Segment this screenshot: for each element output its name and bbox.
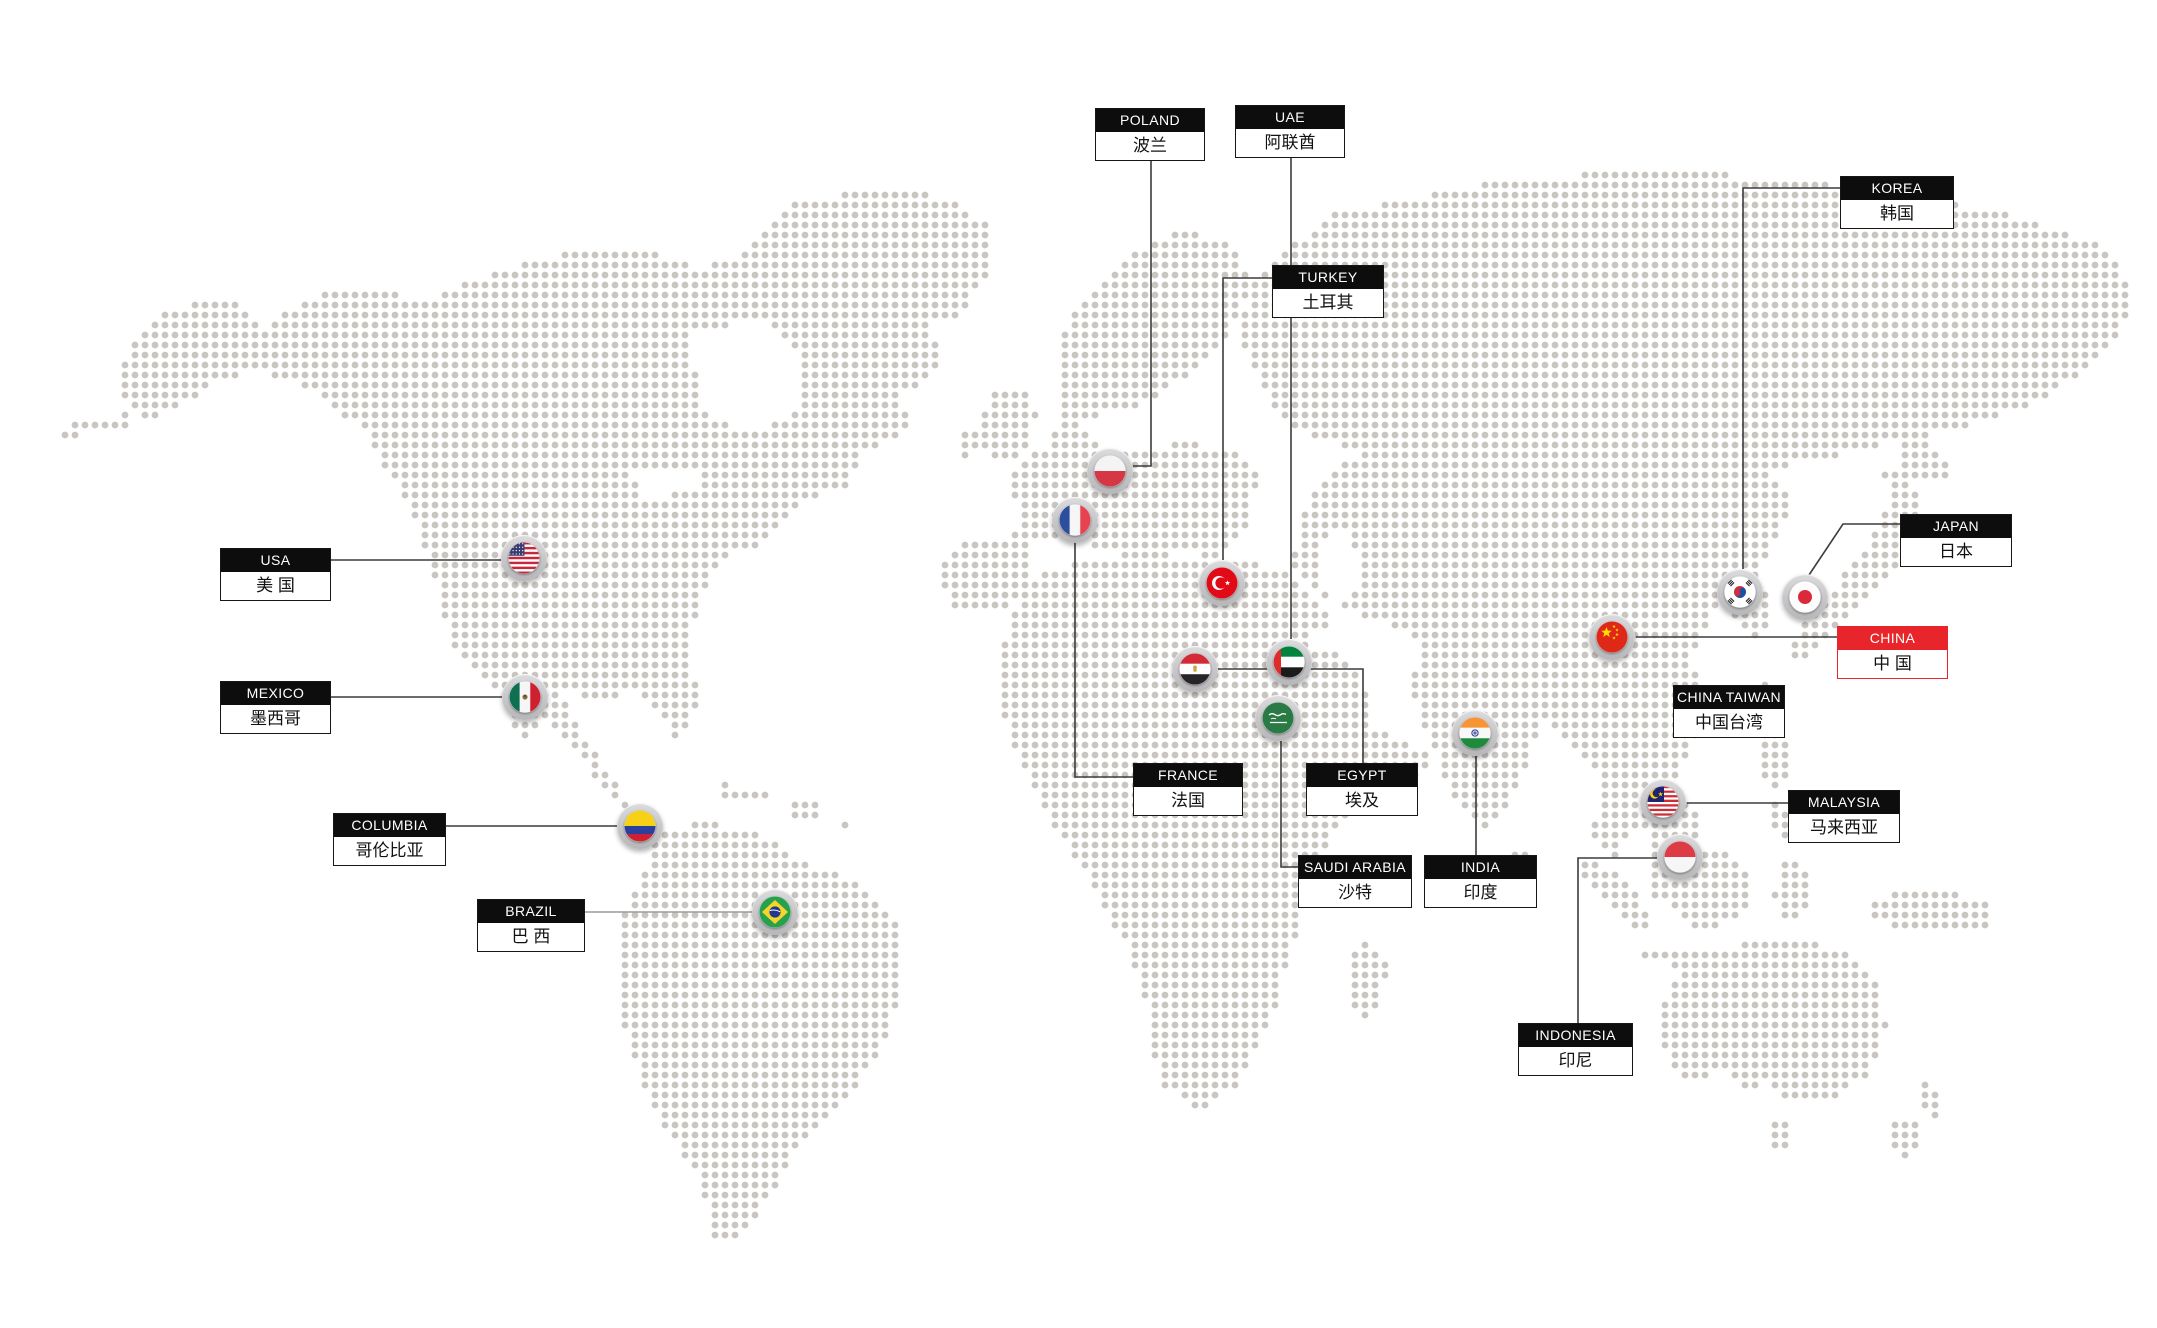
connector-line-indonesia xyxy=(1577,857,1657,1023)
connector-line-japan xyxy=(1808,523,1900,576)
country-name-en: MALAYSIA xyxy=(1789,791,1899,814)
country-name-en: SAUDI ARABIA xyxy=(1299,856,1411,879)
marker-mexico[interactable] xyxy=(502,674,548,720)
country-name-en: POLAND xyxy=(1096,109,1204,132)
country-label-uae[interactable]: UAE 阿联酋 xyxy=(1235,105,1345,158)
country-name-en: JAPAN xyxy=(1901,515,2011,538)
marker-france[interactable] xyxy=(1052,497,1098,543)
country-label-egypt[interactable]: EGYPT 埃及 xyxy=(1306,763,1418,816)
marker-malaysia[interactable] xyxy=(1640,779,1686,825)
marker-korea[interactable] xyxy=(1717,569,1763,615)
country-name-zh: 日本 xyxy=(1901,538,2011,566)
flag-columbia-icon xyxy=(624,810,656,842)
country-name-en: MEXICO xyxy=(221,682,330,705)
country-name-zh: 哥伦比亚 xyxy=(334,837,445,865)
country-name-en: BRAZIL xyxy=(478,900,584,923)
country-name-zh: 美 国 xyxy=(221,572,330,600)
country-name-zh: 法国 xyxy=(1134,787,1242,815)
marker-poland[interactable] xyxy=(1087,448,1133,494)
country-name-zh: 波兰 xyxy=(1096,132,1204,160)
country-label-mexico[interactable]: MEXICO 墨西哥 xyxy=(220,681,331,734)
marker-uae[interactable] xyxy=(1266,639,1312,685)
marker-columbia[interactable] xyxy=(617,803,663,849)
marker-china[interactable] xyxy=(1589,614,1635,660)
country-label-turkey[interactable]: TURKEY 土耳其 xyxy=(1272,265,1384,318)
country-name-en: KOREA xyxy=(1841,177,1953,200)
flag-indonesia-icon xyxy=(1664,841,1696,873)
connector-lines xyxy=(331,157,1900,1023)
marker-usa[interactable] xyxy=(501,535,547,581)
flag-korea-icon xyxy=(1724,576,1756,608)
flag-brazil-icon xyxy=(759,896,791,928)
country-name-en: UAE xyxy=(1236,106,1344,129)
flag-china-icon xyxy=(1596,621,1628,653)
country-name-en: USA xyxy=(221,549,330,572)
map-dots xyxy=(61,171,2129,1239)
country-label-malaysia[interactable]: MALAYSIA 马来西亚 xyxy=(1788,790,1900,843)
flag-mexico-icon xyxy=(509,681,541,713)
connector-line-turkey xyxy=(1222,277,1272,560)
country-label-china-taiwan[interactable]: CHINA TAIWAN 中国台湾 xyxy=(1673,685,1785,738)
country-name-en: CHINA TAIWAN xyxy=(1674,686,1784,709)
country-label-korea[interactable]: KOREA 韩国 xyxy=(1840,176,1954,229)
country-name-zh: 印度 xyxy=(1425,879,1536,907)
country-name-zh: 墨西哥 xyxy=(221,705,330,733)
country-label-saudi-arabia[interactable]: SAUDI ARABIA 沙特 xyxy=(1298,855,1412,908)
country-label-japan[interactable]: JAPAN 日本 xyxy=(1900,514,2012,567)
country-name-en: COLUMBIA xyxy=(334,814,445,837)
country-name-en: INDIA xyxy=(1425,856,1536,879)
country-label-france[interactable]: FRANCE 法国 xyxy=(1133,763,1243,816)
flag-india-icon xyxy=(1459,717,1491,749)
country-name-en: FRANCE xyxy=(1134,764,1242,787)
flag-egypt-icon xyxy=(1179,653,1211,685)
flag-usa-icon xyxy=(508,542,540,574)
country-name-zh: 中国台湾 xyxy=(1674,709,1784,737)
country-label-brazil[interactable]: BRAZIL 巴 西 xyxy=(477,899,585,952)
flag-turkey-icon xyxy=(1206,567,1238,599)
marker-saudi-arabia[interactable] xyxy=(1255,695,1301,741)
country-name-en: TURKEY xyxy=(1273,266,1383,289)
country-name-zh: 埃及 xyxy=(1307,787,1417,815)
flag-malaysia-icon xyxy=(1647,786,1679,818)
flag-uae-icon xyxy=(1273,646,1305,678)
country-label-columbia[interactable]: COLUMBIA 哥伦比亚 xyxy=(333,813,446,866)
country-label-china[interactable]: CHINA 中 国 xyxy=(1837,626,1948,679)
country-name-zh: 阿联酋 xyxy=(1236,129,1344,157)
marker-egypt[interactable] xyxy=(1172,646,1218,692)
country-label-india[interactable]: INDIA 印度 xyxy=(1424,855,1537,908)
country-name-en: INDONESIA xyxy=(1519,1024,1632,1047)
flag-saudi-arabia-icon xyxy=(1262,702,1294,734)
flag-japan-icon xyxy=(1789,581,1821,613)
country-name-zh: 韩国 xyxy=(1841,200,1953,228)
marker-turkey[interactable] xyxy=(1199,560,1245,606)
country-name-zh: 巴 西 xyxy=(478,923,584,951)
country-name-en: EGYPT xyxy=(1307,764,1417,787)
country-label-usa[interactable]: USA 美 国 xyxy=(220,548,331,601)
flag-poland-icon xyxy=(1094,455,1126,487)
connector-line-saudi-arabia xyxy=(1280,741,1298,868)
country-name-zh: 沙特 xyxy=(1299,879,1411,907)
connector-line-poland xyxy=(1133,160,1152,467)
marker-india[interactable] xyxy=(1452,710,1498,756)
country-label-poland[interactable]: POLAND 波兰 xyxy=(1095,108,1205,161)
marker-brazil[interactable] xyxy=(752,889,798,935)
connector-line-korea xyxy=(1742,187,1840,569)
country-name-en: CHINA xyxy=(1838,627,1947,650)
marker-indonesia[interactable] xyxy=(1657,834,1703,880)
connector-line-france xyxy=(1074,543,1133,778)
country-label-indonesia[interactable]: INDONESIA 印尼 xyxy=(1518,1023,1633,1076)
marker-japan[interactable] xyxy=(1782,574,1828,620)
country-name-zh: 印尼 xyxy=(1519,1047,1632,1075)
country-name-zh: 土耳其 xyxy=(1273,289,1383,317)
country-name-zh: 马来西亚 xyxy=(1789,814,1899,842)
flag-france-icon xyxy=(1059,504,1091,536)
country-name-zh: 中 国 xyxy=(1838,650,1947,678)
